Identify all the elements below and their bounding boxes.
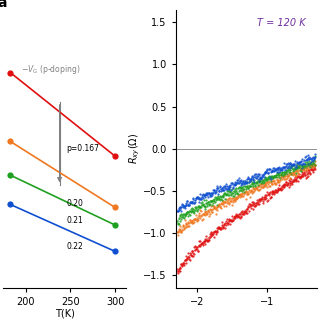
X-axis label: T(K): T(K) — [54, 308, 75, 318]
Text: a: a — [0, 0, 7, 10]
Text: 0.20: 0.20 — [67, 198, 84, 207]
Text: p=0.167: p=0.167 — [67, 144, 100, 153]
Y-axis label: $R_{xy}$(Ω): $R_{xy}$(Ω) — [128, 133, 142, 164]
Text: 0.21: 0.21 — [67, 216, 84, 225]
Text: 0.22: 0.22 — [67, 243, 84, 252]
Text: T = 120 K: T = 120 K — [257, 18, 306, 28]
Text: $-V_\mathrm{G}$ (p-doping): $-V_\mathrm{G}$ (p-doping) — [21, 62, 81, 76]
